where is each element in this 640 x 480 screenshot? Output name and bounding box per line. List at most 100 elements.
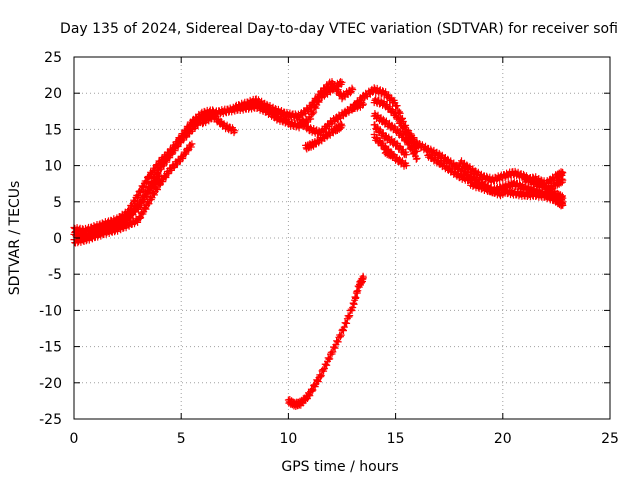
data-point-marker (315, 98, 323, 106)
data-point-marker (360, 94, 368, 102)
data-point-marker (317, 372, 325, 380)
data-point-marker (154, 177, 161, 185)
data-point-marker (145, 200, 153, 208)
data-point-marker (412, 155, 420, 163)
data-point-marker (214, 116, 222, 124)
series-sat-c (70, 140, 196, 247)
data-point-marker (338, 122, 346, 130)
data-point-marker (359, 274, 367, 282)
series-sat-p (381, 146, 395, 160)
data-point-marker (179, 155, 187, 162)
data-point-marker (151, 181, 159, 189)
data-point-marker (397, 118, 405, 126)
y-tick-label: 0 (53, 231, 62, 247)
data-point-marker (400, 123, 408, 131)
data-point-marker (162, 174, 170, 181)
data-point-marker (310, 108, 318, 116)
series-sat-g (284, 78, 346, 132)
data-point-marker (348, 84, 356, 92)
data-point-marker (154, 186, 161, 194)
data-point-marker (338, 78, 346, 86)
data-point-marker (376, 126, 384, 134)
data-point-marker (314, 377, 321, 385)
data-point-marker (317, 135, 325, 143)
data-point-marker (323, 133, 331, 141)
x-tick-label: 25 (601, 431, 619, 447)
data-point-marker (154, 176, 162, 184)
data-point-marker (136, 214, 144, 222)
y-tick-label: 15 (44, 122, 62, 138)
data-point-marker (559, 169, 567, 177)
data-point-marker (331, 344, 339, 352)
x-tick-label: 5 (177, 431, 186, 447)
data-point-marker (326, 355, 334, 363)
series-sat-n (370, 121, 410, 159)
data-point-marker (150, 180, 158, 188)
data-point-marker (359, 101, 367, 109)
data-point-marker (445, 164, 453, 172)
data-point-marker (155, 172, 163, 180)
data-point-marker (559, 176, 567, 184)
data-point-marker (329, 86, 337, 94)
data-point-marker (334, 338, 342, 346)
data-point-marker (317, 373, 325, 381)
data-point-marker (134, 193, 142, 201)
data-point-marker (312, 104, 320, 112)
series-sat-v (542, 175, 567, 196)
data-point-marker (393, 102, 401, 110)
data-point-marker (145, 189, 153, 196)
data-point-marker (199, 120, 207, 128)
data-point-marker (382, 132, 390, 140)
data-point-marker (156, 173, 164, 180)
data-point-marker (154, 163, 161, 171)
data-point-marker (136, 187, 144, 195)
data-point-marker (402, 134, 410, 142)
x-tick-label: 0 (70, 431, 79, 447)
series-sat-u (520, 168, 567, 190)
data-point-marker (329, 348, 337, 356)
data-point-marker (142, 205, 150, 213)
data-point-marker (188, 140, 196, 148)
data-point-marker (184, 147, 192, 155)
data-point-marker (187, 143, 195, 151)
data-point-marker (387, 151, 395, 159)
y-tick-label: 25 (44, 50, 62, 66)
data-point-marker (167, 146, 175, 154)
data-point-marker (314, 378, 322, 386)
data-point-marker (333, 116, 341, 124)
data-point-marker (402, 151, 410, 159)
y-tick-label: -25 (39, 412, 62, 428)
data-point-marker (137, 214, 145, 222)
data-point-marker (168, 147, 176, 155)
data-point-marker (444, 155, 452, 163)
data-point-marker (388, 121, 396, 129)
data-point-marker (148, 171, 156, 178)
data-point-marker (191, 125, 199, 132)
data-point-marker (405, 140, 413, 148)
data-point-marker (411, 148, 419, 156)
data-point-marker (143, 178, 151, 186)
series-sat-q (424, 151, 475, 185)
data-point-marker (347, 305, 355, 313)
data-point-marker (337, 331, 345, 339)
series-sat-f (231, 78, 357, 122)
y-tick-label: -5 (48, 267, 62, 283)
data-point-marker (349, 86, 357, 94)
data-point-marker (150, 191, 158, 199)
data-point-marker (466, 175, 474, 183)
x-axis-label: GPS time / hours (281, 459, 398, 475)
chart-title: Day 135 of 2024, Sidereal Day-to-day VTE… (60, 21, 618, 37)
x-tick-label: 15 (387, 431, 405, 447)
data-point-marker (395, 108, 403, 116)
data-point-marker (322, 360, 330, 368)
data-point-marker (231, 127, 239, 135)
data-point-marker (345, 313, 353, 321)
y-axis-label: SDTVAR / TECUs (7, 181, 23, 296)
data-point-marker (395, 155, 403, 163)
data-point-marker (311, 103, 319, 111)
data-point-marker (176, 158, 184, 166)
data-point-marker (142, 179, 150, 187)
data-points (70, 78, 567, 410)
data-point-marker (134, 205, 142, 213)
y-tick-label: 5 (53, 195, 62, 211)
